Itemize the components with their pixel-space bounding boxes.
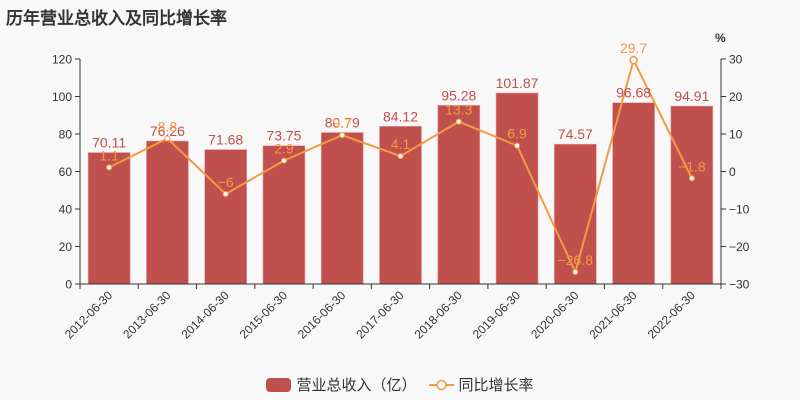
x-axis-category-label: 2015-06-30 [237,288,291,342]
revenue-bar[interactable] [204,149,247,285]
legend-item-revenue[interactable]: 营业总收入（亿） [266,374,417,395]
growth-line-group [106,55,695,275]
left-axis-tick-label: 120 [52,53,72,67]
growth-rate-point[interactable] [280,157,287,164]
right-axis-tick-label: −30 [729,278,750,292]
revenue-bar[interactable] [379,125,422,285]
right-axis-unit-label: % [715,31,726,45]
rate-value-labels: 1.1 8.8 −6 2.9 9.7 4.1 13.3 6.9 −26.8 29.7 −1.8 [99,40,705,268]
right-axis-tick-label: 30 [729,53,743,67]
growth-rate-value-label: −26.8 [558,252,594,268]
revenue-bar[interactable] [554,143,597,285]
revenue-bar[interactable] [437,105,481,285]
x-axis-category-label: 2021-06-30 [586,288,640,342]
left-axis-tick-label: 0 [65,278,72,292]
x-axis-category-label: 2018-06-30 [412,288,466,342]
growth-rate-value-label: −1.8 [678,158,706,174]
x-axis-category-label: 2019-06-30 [470,288,524,342]
legend: 营业总收入（亿） 同比增长率 [0,374,800,395]
growth-rate-point[interactable] [514,142,521,149]
revenue-bar[interactable] [495,92,539,285]
x-axis-category-label: 2017-06-30 [353,288,407,342]
revenue-value-label: 84.12 [383,108,418,124]
bar-swatch-icon [266,377,292,392]
x-axis-category-label: 2014-06-30 [178,288,232,342]
revenue-value-label: 71.68 [208,132,243,148]
revenue-bar[interactable] [320,132,364,285]
x-axis: 2012-06-30 2013-06-30 2014-06-30 2015-06-30… [62,283,722,342]
growth-rate-point[interactable] [572,269,579,275]
growth-rate-value-label: 4.1 [391,136,411,152]
right-axis: −30 −20 −10 0 10 20 30% [715,31,750,292]
growth-rate-value-label: 8.8 [158,119,178,135]
bars-group [87,92,714,285]
revenue-bar[interactable] [262,145,306,285]
x-axis-category-label: 2020-06-30 [528,288,582,342]
growth-rate-point[interactable] [222,191,229,197]
left-axis-tick-label: 80 [59,128,73,142]
growth-rate-value-label: 2.9 [274,141,294,157]
right-axis-tick-label: 10 [729,128,743,142]
left-axis-tick-label: 40 [59,203,73,217]
revenue-value-label: 95.28 [441,87,476,103]
right-axis-tick-label: 20 [729,90,743,104]
legend-item-growth[interactable]: 同比增长率 [428,374,534,395]
left-axis-tick-label: 100 [52,90,72,104]
growth-rate-point[interactable] [455,118,462,125]
x-axis-category-label: 2013-06-30 [120,288,174,342]
revenue-bar[interactable] [612,102,655,285]
revenue-value-label: 76.26 [150,123,185,139]
revenue-value-label: 70.11 [92,135,126,151]
left-axis-tick-label: 20 [59,240,73,254]
revenue-value-label: 94.91 [674,88,709,104]
right-axis-tick-label: −10 [729,203,750,217]
growth-rate-point[interactable] [339,132,346,139]
growth-rate-value-label: 13.3 [445,102,472,118]
left-axis: 0 20 40 60 80 100 120 [52,53,81,292]
revenue-value-label: 96.68 [616,85,651,101]
x-axis-category-label: 2012-06-30 [62,288,116,342]
right-axis-tick-label: 0 [729,165,736,179]
chart-title: 历年营业总收入及同比增长率 [6,9,227,29]
revenue-value-label: 80.79 [325,115,360,131]
growth-rate-point[interactable] [106,164,113,171]
line-circle-swatch-icon [428,379,454,390]
x-axis-category-label: 2016-06-30 [295,288,349,342]
growth-rate-value-label: 6.9 [507,126,527,142]
growth-rate-point[interactable] [688,175,695,182]
growth-rate-value-label: 9.7 [332,115,352,131]
growth-rate-point[interactable] [397,153,404,160]
revenue-value-label: 74.57 [558,126,593,142]
revenue-value-label: 101.87 [496,75,539,91]
growth-rate-value-label: 29.7 [620,40,647,56]
legend-label-revenue: 营业总收入（亿） [296,376,417,394]
growth-rate-value-label: −6 [218,174,234,190]
growth-rate-point[interactable] [164,135,171,142]
right-axis-tick-label: −20 [729,240,750,254]
revenue-value-label: 73.75 [266,128,301,144]
revenue-bar[interactable] [146,140,189,285]
bar-value-labels: 70.11 76.26 71.68 73.75 80.79 84.12 95.28 101.8… [92,75,709,151]
x-axis-category-label: 2022-06-30 [645,288,699,342]
legend-label-growth: 同比增长率 [458,376,534,394]
left-axis-tick-label: 60 [59,165,73,179]
revenue-bar[interactable] [87,152,131,285]
growth-rate-point[interactable] [629,55,638,65]
growth-rate-value-label: 1.1 [99,147,119,163]
revenue-bar[interactable] [670,105,714,285]
